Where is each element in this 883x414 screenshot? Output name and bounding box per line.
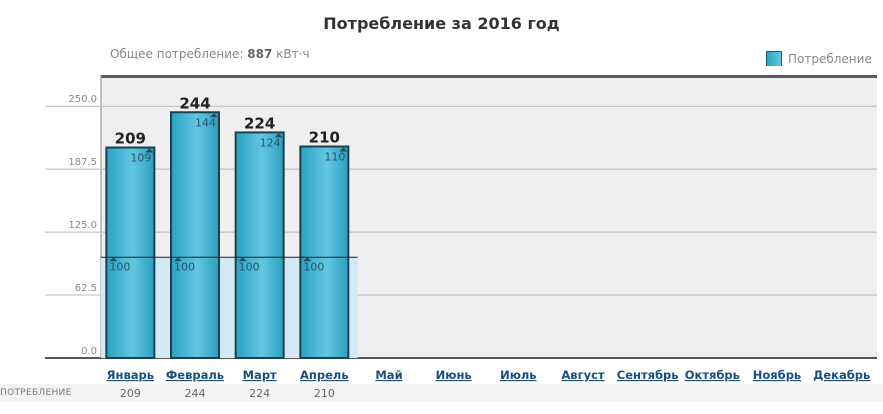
footer-label: ПОТРЕБЛЕНИЕ <box>0 388 72 398</box>
excess-marker <box>210 113 218 118</box>
x-tick-label: Декабрь <box>813 368 870 382</box>
bar-value-label: 209 <box>115 130 146 148</box>
x-tick-label: Март <box>243 368 277 382</box>
excess-marker <box>339 147 348 152</box>
x-tick-label: Апрель <box>300 368 349 382</box>
x-tick-label: Сентябрь <box>617 368 679 382</box>
excess-value-label: 110 <box>324 151 345 164</box>
footer-row <box>0 384 883 402</box>
excess-value-label: 124 <box>260 136 281 149</box>
table-value: 209 <box>120 387 141 400</box>
bar-value-label: 244 <box>179 94 210 112</box>
bar <box>170 111 220 359</box>
base-value-label: 100 <box>239 260 260 273</box>
chart-title: Потребление за 2016 год <box>323 14 560 33</box>
bar <box>299 145 350 359</box>
excess-marker <box>145 148 154 153</box>
table-value: 224 <box>249 387 270 400</box>
x-tick-label: Июнь <box>436 368 472 382</box>
excess-value-label: 144 <box>195 116 216 129</box>
table-value: 244 <box>185 387 206 400</box>
x-tick-label: Октябрь <box>685 368 740 382</box>
x-tick-label: Ноябрь <box>753 368 801 382</box>
plot-top-border <box>101 75 877 78</box>
y-tick-label: 250.0 <box>68 94 97 105</box>
x-tick-label: Август <box>561 368 604 382</box>
base-value-label: 100 <box>109 260 130 273</box>
total-unit: кВт·ч <box>276 47 310 61</box>
base-marker <box>303 257 312 262</box>
y-tick-label: 187.5 <box>68 157 97 168</box>
excess-value-label: 109 <box>130 152 151 165</box>
y-tick-label: 62.5 <box>75 283 97 294</box>
base-marker <box>109 257 118 262</box>
table-value: 210 <box>314 387 335 400</box>
total-label: Общее потребление: <box>110 47 244 61</box>
x-tick-label: Февраль <box>166 368 224 382</box>
x-tick-label: Июль <box>500 368 537 382</box>
bar <box>234 131 285 359</box>
total-value: 887 <box>247 47 273 61</box>
base-value-label: 100 <box>303 260 324 273</box>
legend-swatch <box>766 50 782 66</box>
x-tick-label: Май <box>375 368 402 382</box>
total-consumption: Общее потребление: 887 кВт·ч <box>110 47 310 61</box>
legend-label: Потребление <box>788 51 872 66</box>
y-tick-label: 125.0 <box>68 220 97 231</box>
bar-value-label: 224 <box>244 114 275 132</box>
y-tick-label: 0.0 <box>81 346 97 357</box>
x-tick-label: Январь <box>107 368 154 382</box>
base-marker <box>174 257 182 262</box>
excess-marker <box>274 133 283 138</box>
base-marker <box>238 257 247 262</box>
legend: Потребление <box>766 48 883 66</box>
bar <box>105 146 156 359</box>
base-value-label: 100 <box>174 260 195 273</box>
bar-value-label: 210 <box>309 129 340 147</box>
